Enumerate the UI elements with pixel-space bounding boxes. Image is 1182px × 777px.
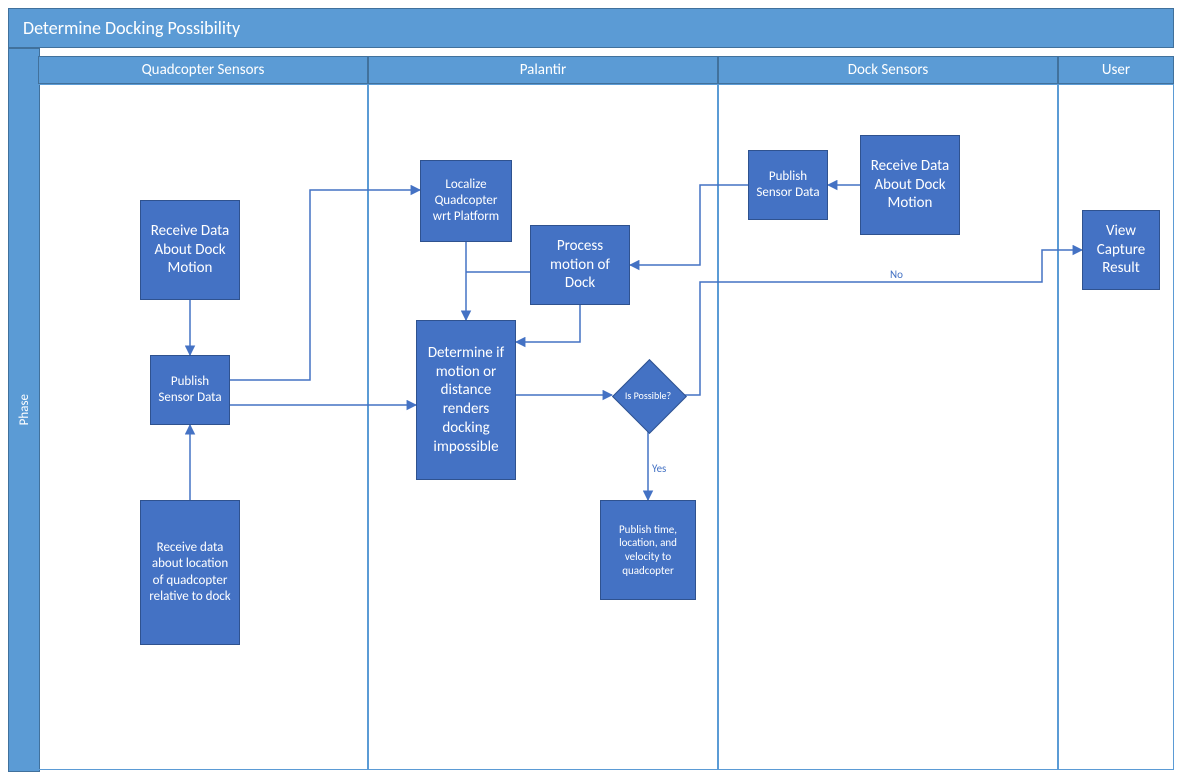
node-q_recv_motion: Receive Data About Dock Motion [140,200,240,300]
swimlane-diagram: Determine Docking Possibility Phase Quadco… [0,0,1182,777]
edge-label-no: No [890,268,903,281]
lane-body-user [1058,84,1174,770]
phase-strip: Phase [8,48,40,772]
node-u_view: View Capture Result [1082,210,1160,290]
lane-header-quadcopter: Quadcopter Sensors [38,56,368,84]
node-q_publish: Publish Sensor Data [150,355,230,425]
node-p_determine: Determine if motion or distance renders … [416,320,516,480]
lane-body-quadcopter [38,84,368,770]
node-p_publish: Publish time, location, and velocity to … [600,500,696,600]
edge-label-yes: Yes [652,462,666,475]
lane-header-user: User [1058,56,1174,84]
lane-header-dock: Dock Sensors [718,56,1058,84]
decision-p_possible: Is Possible? [612,359,684,431]
node-q_recv_loc: Receive data about location of quadcopte… [140,500,240,645]
node-d_recv: Receive Data About Dock Motion [860,135,960,235]
node-p_process: Process motion of Dock [530,225,630,305]
lane-header-palantir: Palantir [368,56,718,84]
decision-label: Is Possible? [612,359,684,431]
node-d_publish: Publish Sensor Data [748,150,828,220]
phase-label: Phase [17,394,32,425]
diagram-title: Determine Docking Possibility [8,8,1174,48]
node-p_localize: Localize Quadcopter wrt Platform [420,160,512,242]
